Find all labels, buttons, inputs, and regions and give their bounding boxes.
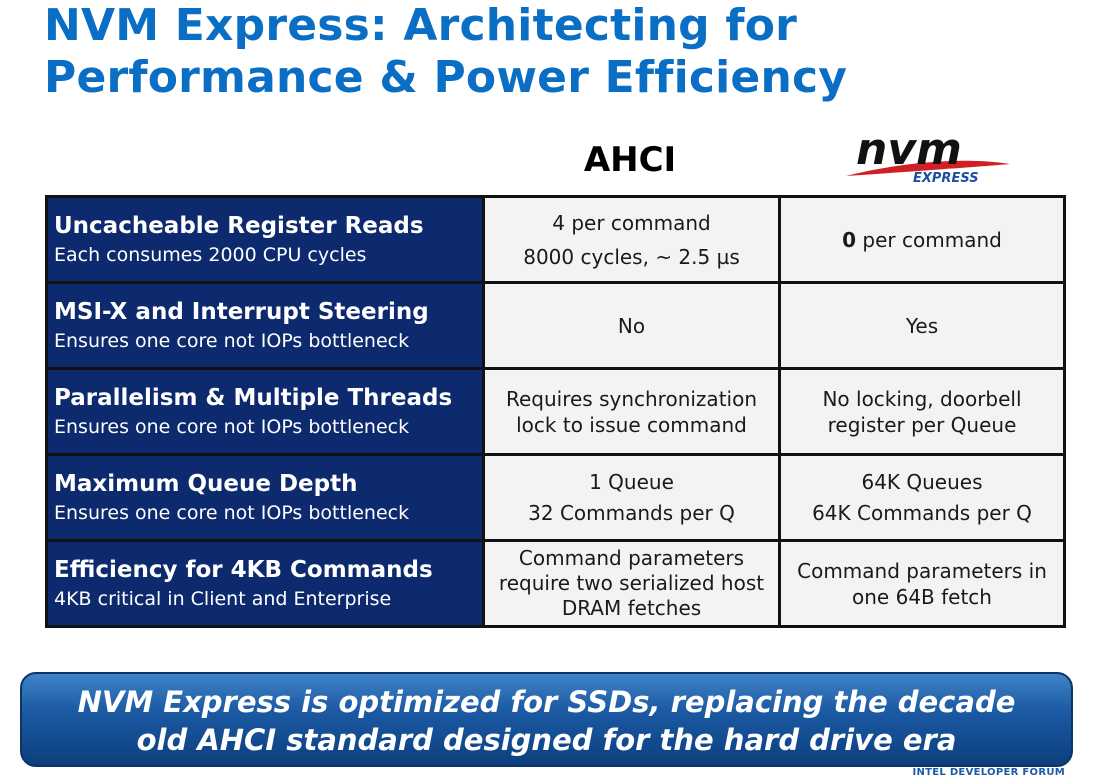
ahci-value-line: No — [617, 313, 646, 338]
feature-cell: Efficiency for 4KB Commands 4KB critical… — [45, 539, 485, 628]
feature-detail: Ensures one core not IOPs bottleneck — [54, 415, 410, 438]
comparison-table: Uncacheable Register Reads Each consumes… — [45, 195, 1066, 628]
table-row: MSI-X and Interrupt Steering Ensures one… — [45, 281, 1066, 370]
ahci-value-cell: 1 Queue 32 Commands per Q — [482, 453, 781, 542]
nvme-value-cell: No locking, doorbell register per Queue — [778, 367, 1066, 456]
slide-title-line-2: Performance & Power Efficiency — [44, 52, 848, 103]
nvme-value-line: Yes — [905, 313, 939, 338]
feature-cell: MSI-X and Interrupt Steering Ensures one… — [45, 281, 485, 370]
feature-detail: Each consumes 2000 CPU cycles — [54, 243, 367, 266]
feature-cell: Uncacheable Register Reads Each consumes… — [45, 195, 485, 284]
summary-banner: NVM Express is optimized for SSDs, repla… — [20, 672, 1073, 767]
ahci-value-line: require two serialized host — [498, 571, 765, 595]
logo-nvm-text: nvm — [856, 126, 962, 175]
nvme-value-line: Command parameters in — [797, 558, 1047, 583]
ahci-value-cell: Command parameters require two serialize… — [482, 539, 781, 628]
table-row: Parallelism & Multiple Threads Ensures o… — [45, 367, 1066, 456]
ahci-value-line: Command parameters — [518, 546, 745, 570]
ahci-value-line: Requires synchronization — [505, 386, 757, 411]
nvm-express-logo: nvm EXPRESS — [846, 126, 1010, 186]
slide-title-line-1: NVM Express: Architecting for — [44, 0, 798, 51]
feature-cell: Parallelism & Multiple Threads Ensures o… — [45, 367, 485, 456]
nvme-value-line: 64K Queues — [861, 469, 983, 494]
table-row: Efficiency for 4KB Commands 4KB critical… — [45, 539, 1066, 628]
nvme-value-line: one 64B fetch — [852, 584, 992, 609]
ahci-value-line: 4 per command — [552, 210, 711, 235]
feature-detail: Ensures one core not IOPs bottleneck — [54, 329, 410, 352]
nvme-value-line: register per Queue — [827, 412, 1017, 437]
feature-title: Efficiency for 4KB Commands — [54, 556, 433, 583]
slide-title: NVM Express: Architecting for Performanc… — [44, 0, 847, 104]
ahci-value-line: 32 Commands per Q — [528, 500, 735, 525]
table-row: Uncacheable Register Reads Each consumes… — [45, 195, 1066, 284]
footer-label: INTEL DEVELOPER FORUM — [912, 767, 1065, 778]
feature-detail: Ensures one core not IOPs bottleneck — [54, 501, 410, 524]
feature-cell: Maximum Queue Depth Ensures one core not… — [45, 453, 485, 542]
nvme-value-line: 0 per command — [781, 227, 1063, 253]
ahci-value-cell: No — [482, 281, 781, 370]
ahci-value-line: DRAM fetches — [561, 596, 702, 620]
nvme-value-line: No locking, doorbell — [822, 386, 1022, 411]
ahci-value-line: 1 Queue — [589, 469, 674, 494]
ahci-value-cell: Requires synchronization lock to issue c… — [482, 367, 781, 456]
ahci-value-line: lock to issue command — [516, 412, 747, 437]
nvme-value-cell: Yes — [778, 281, 1066, 370]
logo-swoosh — [846, 160, 1010, 176]
feature-title: Uncacheable Register Reads — [54, 212, 424, 239]
nvme-value-cell: 0 per command — [778, 195, 1066, 284]
nvme-value-cell: Command parameters in one 64B fetch — [778, 539, 1066, 628]
nvme-value-cell: 64K Queues 64K Commands per Q — [778, 453, 1066, 542]
ahci-column-header: AHCI — [583, 140, 677, 180]
feature-title: MSI-X and Interrupt Steering — [54, 298, 429, 325]
feature-title: Maximum Queue Depth — [54, 470, 358, 497]
nvme-value-rest: per command — [856, 227, 1002, 252]
summary-banner-line-2: old AHCI standard designed for the hard … — [136, 723, 957, 757]
logo-express-text: EXPRESS — [913, 171, 979, 186]
feature-title: Parallelism & Multiple Threads — [54, 384, 453, 411]
ahci-value-line: 8000 cycles, ~ 2.5 µs — [523, 244, 740, 269]
nvme-value-line: 64K Commands per Q — [812, 500, 1032, 525]
summary-banner-line-1: NVM Express is optimized for SSDs, repla… — [77, 685, 1016, 719]
feature-detail: 4KB critical in Client and Enterprise — [54, 587, 392, 610]
table-row: Maximum Queue Depth Ensures one core not… — [45, 453, 1066, 542]
ahci-value-cell: 4 per command 8000 cycles, ~ 2.5 µs — [482, 195, 781, 284]
nvme-value-emphasis: 0 — [842, 227, 857, 252]
